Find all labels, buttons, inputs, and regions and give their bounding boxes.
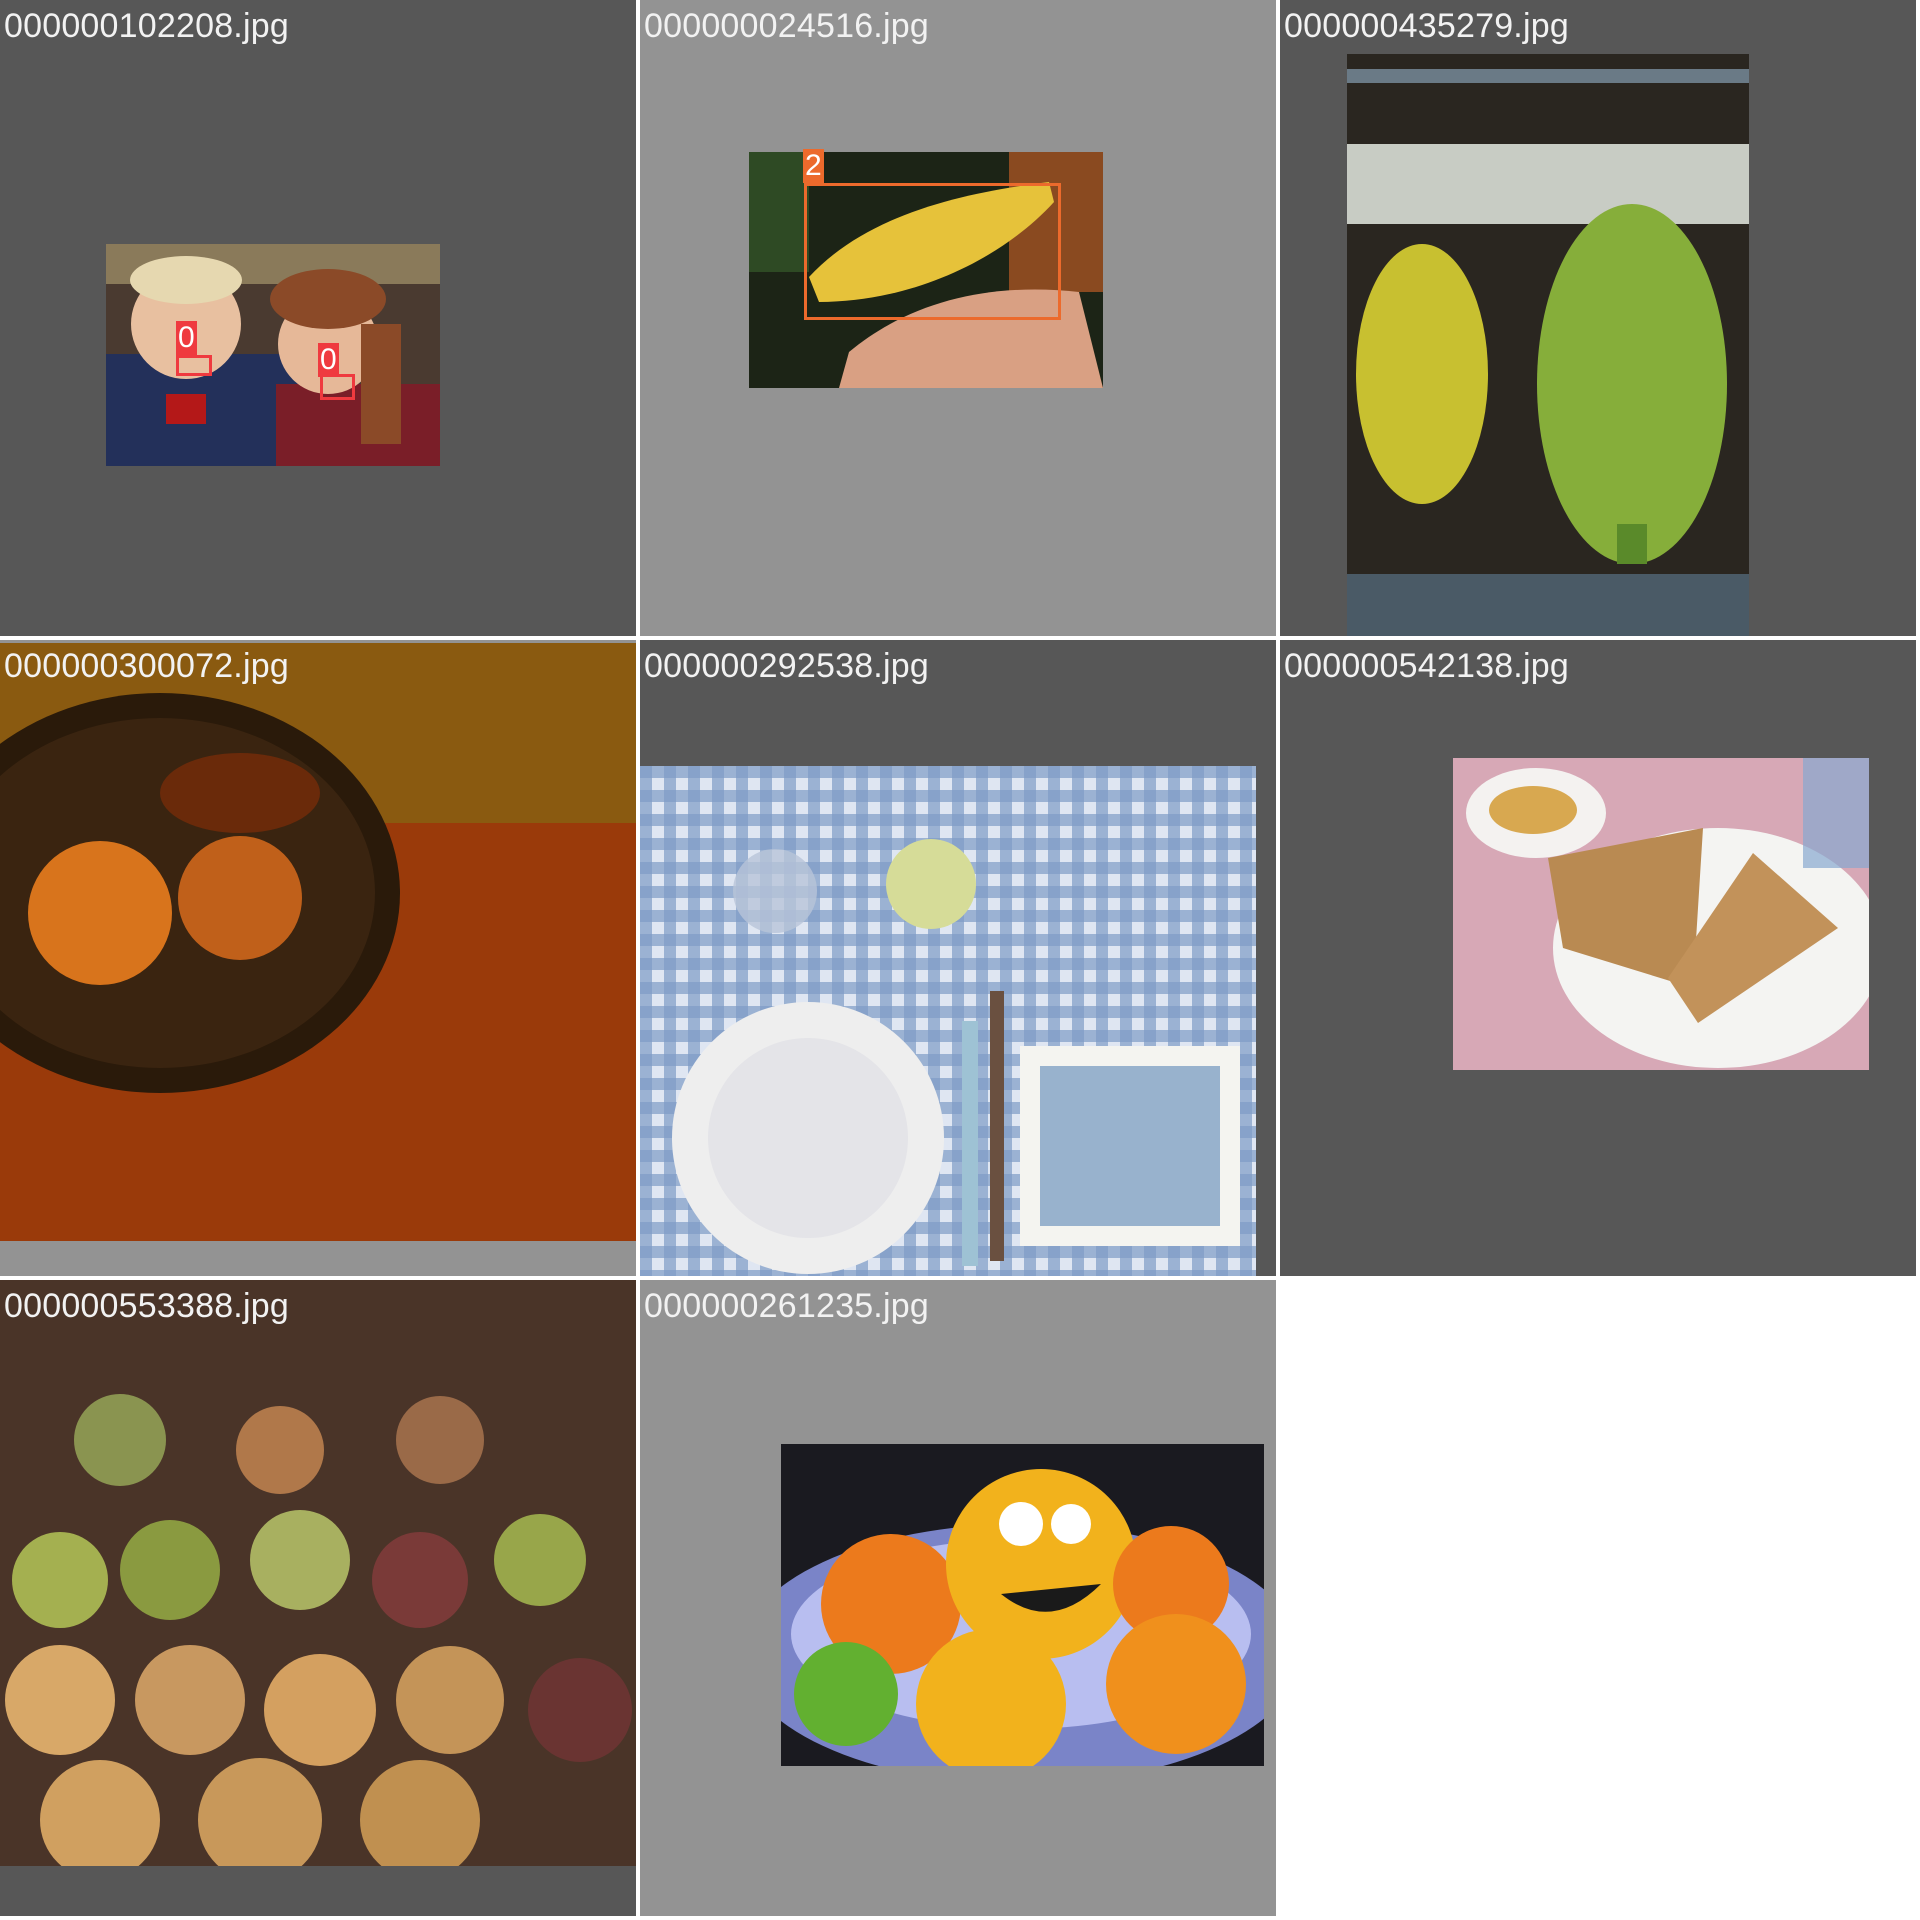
empty-tile [1280,1280,1916,1916]
tile-6: 000000542138.jpg 1 1 1 1 [1280,640,1916,1276]
bbox-label: 0 [176,321,197,355]
photo-table [640,766,1256,1276]
bbox-label: 2 [803,149,824,183]
tile-8: 000000261235.jpg 0 0 0 0 0 [640,1280,1276,1916]
photo-citrus [781,1444,1264,1766]
tile-2: 000000024516.jpg 2 [640,0,1276,636]
tile-filename: 000000102208.jpg [4,7,289,45]
tile-1: 000000102208.jpg 0 0 [0,0,636,636]
tile-filename: 000000542138.jpg [1284,647,1569,685]
photo-children [106,244,440,466]
bbox-0 [320,374,355,400]
photo-bananas [1347,54,1749,636]
photo-sandwich [1453,758,1869,1070]
tile-7: 000000553388.jpg 0 0 0 0 0 [0,1280,636,1916]
tile-3: 000000435279.jpg 2 2 2 2 2 [1280,0,1916,636]
divider [0,637,1920,640]
tile-filename: 000000435279.jpg [1284,7,1569,45]
tile-filename: 000000024516.jpg [644,7,929,45]
tile-filename: 000000261235.jpg [644,1287,929,1325]
tile-5: 000000292538.jpg 1 [640,640,1276,1276]
tile-filename: 000000292538.jpg [644,647,929,685]
photo-market [0,1280,636,1866]
divider [637,0,640,1920]
divider [0,1277,1920,1280]
photo-banana [749,152,1103,388]
bbox-label: 0 [318,343,339,377]
bbox-0 [176,355,212,376]
divider [1277,0,1280,1920]
photo-oranges [0,643,636,1241]
tile-4: 000000300072.jpg 0 0 [0,640,636,1276]
bbox-2 [804,183,1061,320]
tile-filename: 000000553388.jpg [4,1287,289,1325]
tile-filename: 000000300072.jpg [4,647,289,685]
